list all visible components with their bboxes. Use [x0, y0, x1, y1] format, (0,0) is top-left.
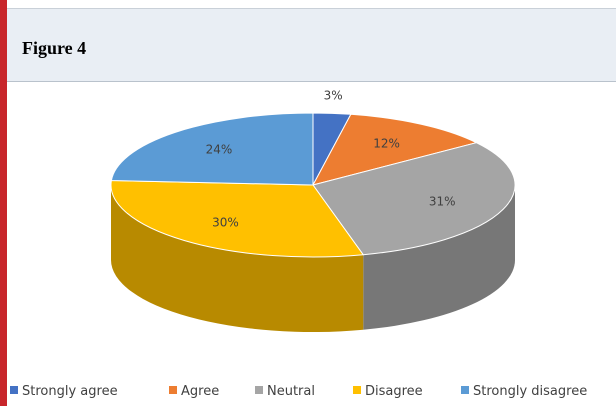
legend-label-agree: Agree: [181, 384, 219, 399]
data-label-disagree: 30%: [212, 216, 239, 230]
pie-slice-agree: [312, 113, 478, 186]
legend-item-neutral: Neutral: [255, 384, 315, 399]
pie-side-neutral: [363, 185, 515, 330]
data-label-agree: 12%: [373, 137, 400, 151]
legend-label-strongly-disagree: Strongly disagree: [473, 384, 587, 399]
legend: Strongly agree Agree Neutral Disagree Strong…: [10, 384, 587, 399]
figure-header: Figure 4: [7, 8, 616, 82]
legend-item-strongly-agree: Strongly agree: [10, 384, 118, 399]
pie-side-disagree: [111, 185, 364, 332]
legend-label-strongly-agree: Strongly agree: [22, 384, 118, 399]
legend-item-strongly-disagree: Strongly disagree: [461, 384, 587, 399]
pie-slice-neutral: [312, 142, 516, 256]
data-label-neutral: 31%: [429, 195, 456, 209]
left-accent-bar: [0, 0, 7, 406]
legend-swatch-neutral: [255, 386, 263, 394]
legend-swatch-disagree: [353, 386, 361, 394]
pie-slice-strongly-disagree: [110, 112, 314, 186]
pie-sides: [111, 185, 515, 332]
data-label-strongly-disagree: 24%: [206, 142, 233, 156]
legend-swatch-agree: [169, 386, 177, 394]
pie-slice-disagree: [110, 179, 365, 258]
figure-title: Figure 4: [22, 38, 87, 58]
data-label-strongly-agree: 3%: [324, 88, 343, 102]
pie-labels: 3% 12% 31% 30% 24%: [206, 88, 456, 229]
legend-label-neutral: Neutral: [267, 384, 315, 399]
legend-item-agree: Agree: [169, 384, 219, 399]
legend-swatch-strongly-agree: [10, 386, 18, 394]
legend-label-disagree: Disagree: [365, 384, 423, 399]
legend-swatch-strongly-disagree: [461, 386, 469, 394]
top-margin: [7, 0, 616, 8]
legend-item-disagree: Disagree: [353, 384, 423, 399]
pie-slices: [110, 112, 516, 258]
